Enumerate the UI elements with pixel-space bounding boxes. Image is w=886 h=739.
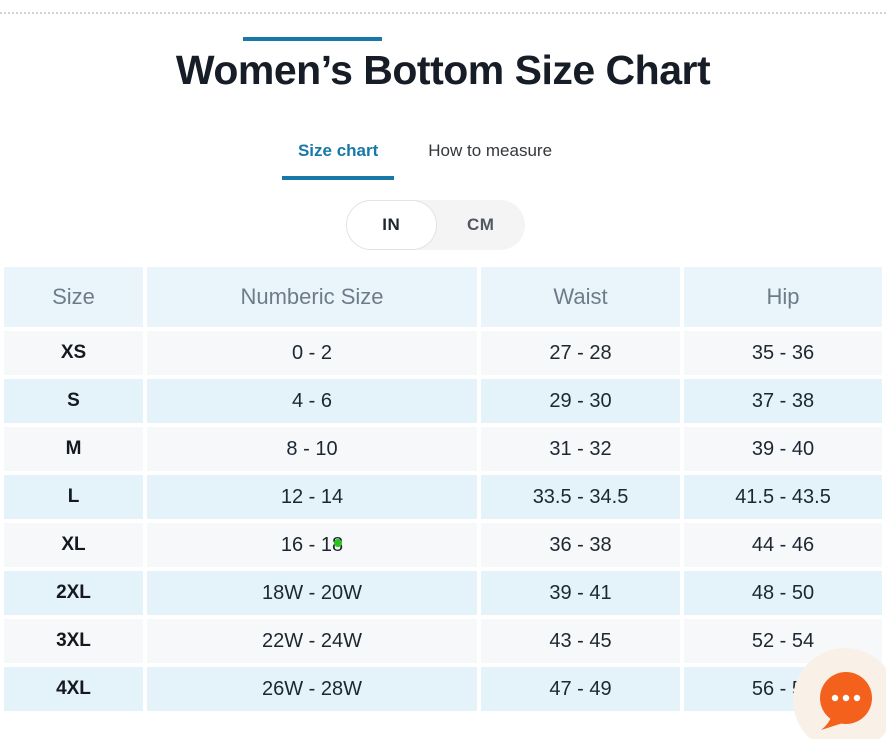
- title-accent-bar: [243, 37, 382, 41]
- value-cell: 47 - 49: [481, 667, 680, 711]
- value-cell: 22W - 24W: [147, 619, 477, 663]
- value-cell: 12 - 14: [147, 475, 477, 519]
- chat-bubble-icon: [820, 672, 872, 730]
- value-cell: 35 - 36: [684, 331, 882, 375]
- unit-option-cm[interactable]: CM: [467, 215, 495, 234]
- table-row: 3XL 22W - 24W 43 - 45 52 - 54: [4, 619, 882, 663]
- value-cell: 36 - 38: [481, 523, 680, 567]
- table-row: XL 16 - 18 36 - 38 44 - 46: [4, 523, 882, 567]
- value-cell: 39 - 41: [481, 571, 680, 615]
- chat-widget-halo: [793, 648, 886, 739]
- value-cell: 27 - 28: [481, 331, 680, 375]
- column-header-numeric-size: Numberic Size: [147, 267, 477, 327]
- value-cell: 29 - 30: [481, 379, 680, 423]
- value-cell: 48 - 50: [684, 571, 882, 615]
- page-title: Women’s Bottom Size Chart: [175, 47, 711, 93]
- unit-toggle: IN CM: [346, 200, 525, 250]
- size-label-cell: XS: [4, 331, 143, 375]
- value-cell: 37 - 38: [684, 379, 882, 423]
- value-cell: 52 - 54: [684, 619, 882, 663]
- value-cell: 4 - 6: [147, 379, 477, 423]
- size-label-cell: 3XL: [4, 619, 143, 663]
- column-header-hip: Hip: [684, 267, 882, 327]
- value-cell: 39 - 40: [684, 427, 882, 471]
- tab-how-to-measure[interactable]: How to measure: [428, 141, 553, 160]
- table-row: 2XL 18W - 20W 39 - 41 48 - 50: [4, 571, 882, 615]
- tab-size-chart[interactable]: Size chart: [281, 139, 395, 180]
- size-label-cell: 4XL: [4, 667, 143, 711]
- top-divider: [0, 12, 886, 14]
- value-cell: 8 - 10: [147, 427, 477, 471]
- size-label-cell: M: [4, 427, 143, 471]
- table-row: XS 0 - 2 27 - 28 35 - 36: [4, 331, 882, 375]
- value-cell: 41.5 - 43.5: [684, 475, 882, 519]
- size-label-cell: L: [4, 475, 143, 519]
- value-cell: 0 - 2: [147, 331, 477, 375]
- value-cell: 33.5 - 34.5: [481, 475, 680, 519]
- size-label-cell: XL: [4, 523, 143, 567]
- value-cell: 31 - 32: [481, 427, 680, 471]
- table-row: L 12 - 14 33.5 - 34.5 41.5 - 43.5: [4, 475, 882, 519]
- tab-bar: Size chart How to measure: [0, 139, 868, 180]
- value-cell: 16 - 18: [147, 523, 477, 567]
- column-header-waist: Waist: [481, 267, 680, 327]
- chat-launcher-button[interactable]: [815, 671, 875, 731]
- size-label-cell: 2XL: [4, 571, 143, 615]
- table-row: 4XL 26W - 28W 47 - 49 56 - 58: [4, 667, 882, 711]
- unit-option-in[interactable]: IN: [346, 200, 437, 250]
- value-cell: 18W - 20W: [147, 571, 477, 615]
- green-marker-dot: [334, 539, 342, 547]
- value-cell: 26W - 28W: [147, 667, 477, 711]
- table-header-row: Size Numberic Size Waist Hip: [4, 267, 882, 327]
- size-label-cell: S: [4, 379, 143, 423]
- size-chart-table: Size Numberic Size Waist Hip XS 0 - 2 27 -…: [0, 263, 886, 715]
- value-cell: 43 - 45: [481, 619, 680, 663]
- column-header-size: Size: [4, 267, 143, 327]
- value-cell: 44 - 46: [684, 523, 882, 567]
